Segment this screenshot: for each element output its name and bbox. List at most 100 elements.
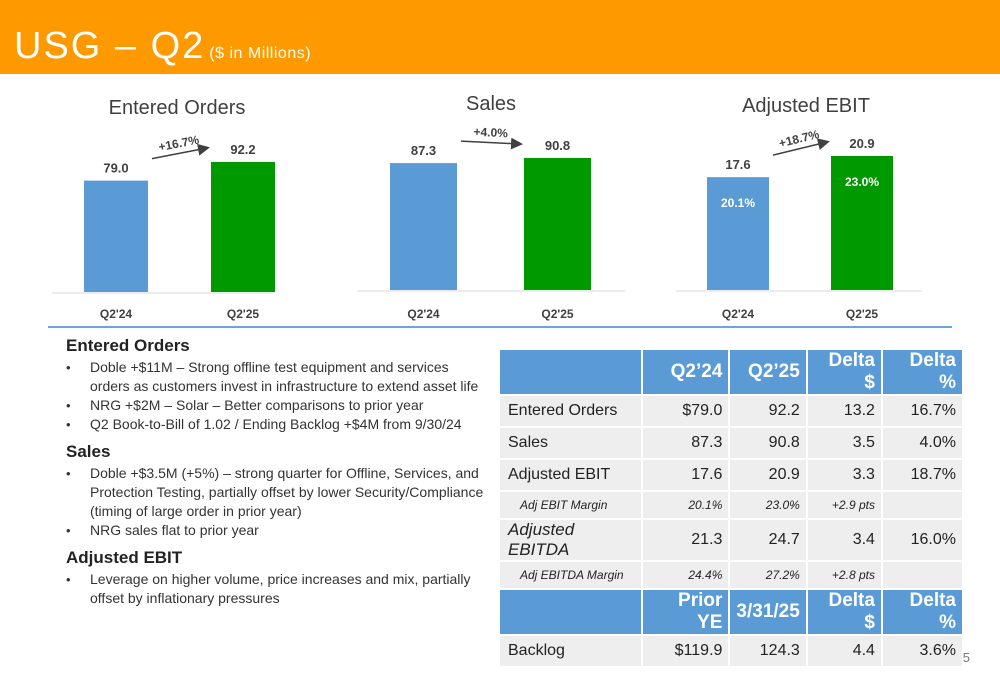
table-cell [880,562,962,588]
page-title: USG – Q2 ($ in Millions) [14,26,311,74]
row-label: Adj EBIT Margin [500,492,642,518]
title-banner: USG – Q2 ($ in Millions) [0,0,1000,74]
section-divider [48,326,952,328]
growth-label: +4.0% [473,125,508,141]
column-header [500,350,642,394]
table-row: Adj EBITDA Margin 24.4% 27.2% +2.8 pts [500,562,962,588]
table-row: Adjusted EBIT 17.6 20.9 3.3 18.7% [500,460,962,490]
table-cell: 87.3 [641,428,729,458]
table-cell: 92.2 [728,396,806,426]
adjusted-ebit-chart: Adjusted EBIT 17.6 Q2'24 20.1% 20.9 Q2'25 23.0… [676,84,922,329]
growth-label: +18.7% [777,127,821,150]
row-label: Adj EBITDA Margin [500,562,642,588]
table-cell: 3.4 [805,520,881,560]
table-cell: 3.6% [880,636,962,666]
column-header: Delta $ [805,590,881,634]
column-header: Prior YE [641,590,729,634]
category-label: Q2'25 [846,307,879,321]
row-label: Sales [500,428,642,458]
title-subtitle: ($ in Millions) [209,45,312,62]
table-cell: +2.9 pts [805,492,881,518]
data-label: 17.6 [725,157,750,172]
sales-bullets: Doble +$3.5M (+5%) – strong quarter for … [66,464,486,540]
page-number: 5 [962,650,970,665]
bullet: Q2 Book-to-Bill of 1.02 / Ending Backlog… [66,415,486,434]
bar-Q2'25 [831,156,893,290]
table-cell: 20.9 [728,460,806,490]
table-cell: +2.8 pts [805,562,881,588]
margin-label: 23.0% [845,175,879,189]
growth-arrow [151,143,210,160]
table-row: Backlog $119.9 124.3 4.4 3.6% [500,636,962,666]
category-label: Q2'25 [541,307,574,321]
data-label: 20.9 [849,136,874,151]
category-label: Q2'24 [722,307,755,321]
sales-chart: Sales 87.3 Q2'24 90.8 Q2'25 +4.0% [357,84,625,329]
bar-Q2'25 [211,162,275,292]
bullet: Leverage on higher volume, price increas… [66,570,486,608]
table-cell [880,492,962,518]
row-label: Entered Orders [500,396,642,426]
bullet: Doble +$3.5M (+5%) – strong quarter for … [66,464,486,521]
table-row: Sales 87.3 90.8 3.5 4.0% [500,428,962,458]
table-cell: 21.3 [641,520,729,560]
column-header: Q2’25 [728,350,806,394]
table-row: Adjusted EBITDA 21.3 24.7 3.4 16.0% [500,520,962,560]
growth-arrow [772,138,830,156]
table-cell: 90.8 [728,428,806,458]
entered-orders-chart: Entered Orders 79.0 Q2'24 92.2 Q2'25 +16.7% [52,84,282,329]
table-header-row: Q2’24 Q2’25 Delta $ Delta % [500,350,962,394]
data-label: 90.8 [545,138,570,153]
chart-title: Adjusted EBIT [742,95,870,117]
table-cell: 20.1% [641,492,729,518]
commentary: Entered Orders Doble +$11M – Strong offl… [66,336,486,616]
margin-label: 20.1% [721,196,755,210]
row-label: Adjusted EBIT [500,460,642,490]
row-label: Adjusted EBITDA [500,520,642,560]
data-label: 92.2 [230,142,255,157]
column-header: 3/31/25 [728,590,806,634]
column-header: Delta % [880,590,962,634]
sales-heading: Sales [66,442,111,461]
category-label: Q2'24 [407,307,440,321]
table-cell: 124.3 [728,636,806,666]
adjusted-ebit-bullets: Leverage on higher volume, price increas… [66,570,486,608]
adjusted-ebit-heading: Adjusted EBIT [66,548,183,567]
table-cell: 4.0% [880,428,962,458]
table-cell: 16.0% [880,520,962,560]
table-cell: $79.0 [641,396,729,426]
table-row: Entered Orders $79.0 92.2 13.2 16.7% [500,396,962,426]
table-cell: 17.6 [641,460,729,490]
table-cell: $119.9 [641,636,729,666]
column-header: Delta % [880,350,962,394]
table-cell: 27.2% [728,562,806,588]
table-cell: 3.5 [805,428,881,458]
table-cell: 18.7% [880,460,962,490]
title-text: USG – Q2 [14,25,206,67]
bar-Q2'24 [390,163,457,290]
category-label: Q2'25 [227,307,260,321]
column-header [500,590,642,634]
row-label: Backlog [500,636,642,666]
entered-orders-bullets: Doble +$11M – Strong offline test equipm… [66,358,486,434]
table-cell: 23.0% [728,492,806,518]
category-label: Q2'24 [100,307,133,321]
entered-orders-heading: Entered Orders [66,336,190,355]
table-cell: 16.7% [880,396,962,426]
bar-Q2'25 [524,158,591,290]
chart-title: Entered Orders [109,97,246,119]
bullet: NRG sales flat to prior year [66,521,486,540]
bar-Q2'24 [707,177,769,290]
table-cell: 4.4 [805,636,881,666]
chart-title: Sales [466,93,516,115]
table-header-row: Prior YE 3/31/25 Delta $ Delta % [500,590,962,634]
bullet: Doble +$11M – Strong offline test equipm… [66,358,486,396]
financial-summary-table: Q2’24 Q2’25 Delta $ Delta % Entered Orders $7… [500,348,962,668]
bullet: NRG +$2M – Solar – Better comparisons to… [66,396,486,415]
table-row: Adj EBIT Margin 20.1% 23.0% +2.9 pts [500,492,962,518]
table-cell: 13.2 [805,396,881,426]
data-label: 87.3 [411,143,436,158]
data-label: 79.0 [103,161,128,176]
column-header: Q2’24 [641,350,729,394]
